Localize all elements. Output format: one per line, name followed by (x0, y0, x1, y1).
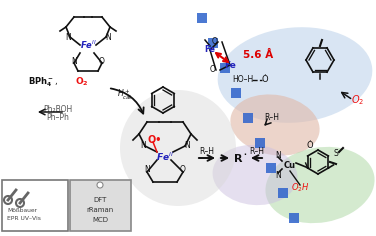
Text: N: N (144, 165, 150, 174)
FancyBboxPatch shape (197, 13, 207, 22)
Text: $O_2$: $O_2$ (352, 93, 365, 107)
Text: Mößbauer: Mößbauer (7, 207, 37, 212)
Text: R–H: R–H (200, 148, 214, 156)
Text: Fe$^{II}$: Fe$^{II}$ (80, 39, 96, 51)
Text: Ph₂BOH: Ph₂BOH (43, 105, 73, 114)
Text: $O_2H$: $O_2H$ (291, 182, 309, 194)
Text: $\mathbf{R^\bullet}$: $\mathbf{R^\bullet}$ (233, 152, 247, 164)
Text: Fe: Fe (205, 46, 215, 55)
Text: HO–H: HO–H (232, 76, 253, 84)
Ellipse shape (218, 27, 372, 123)
Ellipse shape (212, 145, 297, 205)
Text: Ȯ: Ȯ (307, 142, 313, 151)
Circle shape (120, 90, 236, 206)
Ellipse shape (230, 94, 320, 156)
Text: EPR UV–Vis: EPR UV–Vis (7, 215, 41, 220)
FancyBboxPatch shape (289, 212, 299, 223)
FancyBboxPatch shape (220, 63, 230, 72)
Text: Ȯ: Ȯ (262, 76, 268, 84)
FancyBboxPatch shape (70, 180, 130, 231)
Text: Fe$^{II}$: Fe$^{II}$ (156, 151, 174, 163)
Text: O•: O• (148, 135, 162, 145)
Text: 5.6 Å: 5.6 Å (243, 50, 273, 60)
Ellipse shape (265, 147, 374, 223)
FancyBboxPatch shape (243, 113, 253, 122)
Text: Cu: Cu (284, 160, 296, 169)
FancyBboxPatch shape (266, 163, 276, 173)
FancyBboxPatch shape (277, 187, 288, 198)
Text: N: N (275, 151, 281, 160)
Text: R–H: R–H (264, 114, 279, 122)
Text: O: O (180, 165, 186, 174)
Text: Fe: Fe (224, 60, 236, 69)
Text: $H^+_{cat}$: $H^+_{cat}$ (117, 88, 133, 102)
Text: S: S (334, 149, 338, 159)
FancyBboxPatch shape (208, 38, 218, 47)
Text: MCD: MCD (92, 217, 108, 223)
Text: N: N (105, 33, 111, 42)
Text: O: O (210, 66, 216, 75)
Text: N: N (184, 142, 190, 151)
FancyBboxPatch shape (255, 138, 265, 148)
Text: $\mathbf{O_2}$: $\mathbf{O_2}$ (75, 76, 89, 88)
FancyBboxPatch shape (2, 180, 68, 231)
Text: Ph–Ph: Ph–Ph (47, 114, 70, 122)
Text: N: N (275, 170, 281, 180)
Text: DFT: DFT (93, 197, 107, 203)
Text: N: N (65, 33, 71, 42)
Text: N: N (140, 142, 146, 151)
Text: N: N (71, 56, 77, 66)
FancyBboxPatch shape (232, 88, 241, 97)
Circle shape (97, 182, 103, 188)
Text: rRaman: rRaman (86, 207, 114, 213)
Text: O: O (99, 56, 105, 66)
Text: O: O (212, 38, 218, 46)
Text: $\mathbf{BPh_4^-}$,: $\mathbf{BPh_4^-}$, (28, 75, 58, 89)
Text: R–H: R–H (250, 148, 264, 156)
